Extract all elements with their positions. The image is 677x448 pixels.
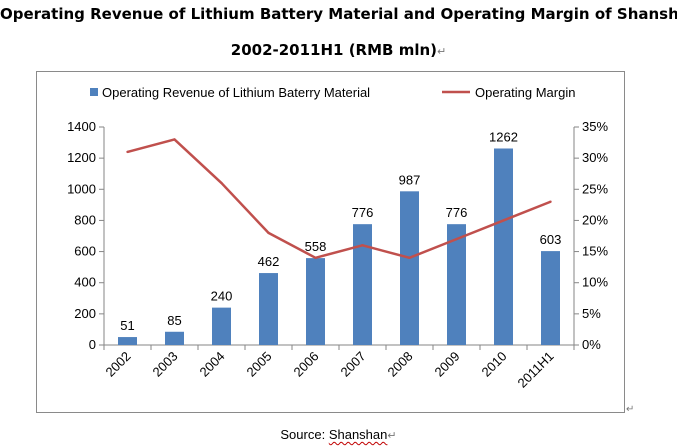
x-tick-label: 2002 (103, 349, 134, 380)
x-tick-label: 2005 (244, 349, 275, 380)
bar-2011H1 (541, 251, 560, 345)
margin-point-2005 (267, 231, 270, 235)
y-right-tick-label: 30% (582, 150, 608, 165)
x-tick-label: 2009 (432, 349, 463, 380)
bar-2002 (118, 337, 137, 345)
y-left-tick-label: 800 (74, 212, 96, 227)
x-tick-label: 2008 (385, 349, 416, 380)
paragraph-mark-icon: ↵ (626, 404, 635, 415)
y-left-tick-label: 200 (74, 306, 96, 321)
y-right-tick-label: 0% (582, 337, 601, 352)
bar-2008 (400, 191, 419, 345)
chart-title-text-2: 2002-2011H1 (RMB mln) (230, 41, 437, 59)
chart-title-text-1: Operating Revenue of Lithium Battery Mat… (0, 5, 677, 23)
chart-title-line-2: 2002-2011H1 (RMB mln)↵ (0, 41, 677, 59)
margin-point-2004 (220, 181, 223, 185)
bar-data-label: 462 (258, 254, 280, 269)
y-left-tick-label: 400 (74, 275, 96, 290)
x-tick-label: 2011H1 (514, 349, 556, 391)
source-name: Shanshan (328, 427, 388, 442)
legend-line-label: Operating Margin (475, 85, 575, 100)
bar-data-label: 776 (446, 205, 468, 220)
bar-2004 (212, 307, 231, 345)
bar-data-label: 1262 (489, 129, 518, 144)
y-right-tick-label: 35% (582, 119, 608, 134)
margin-point-2010 (502, 219, 505, 222)
bar-2009 (447, 224, 466, 345)
y-right-tick-label: 20% (582, 212, 608, 227)
y-right-tick-label: 10% (582, 275, 608, 290)
paragraph-mark-icon: ↵ (437, 45, 447, 58)
bar-2007 (353, 224, 372, 345)
chart-title-line-1: Operating Revenue of Lithium Battery Mat… (0, 5, 677, 23)
chart-svg: 0 200 400 600 800 1000 1200 1400 0% 5% 10% 15% 20% 25… (67, 85, 608, 391)
bar-2010 (494, 148, 513, 345)
bar-data-label: 558 (305, 239, 327, 254)
y-left-tick-label: 1200 (67, 150, 96, 165)
bar-data-label: 987 (399, 172, 421, 187)
bar-2003 (165, 331, 184, 345)
y-right-tick-label: 15% (582, 244, 608, 259)
margin-point-2011H1 (549, 200, 552, 203)
y-left-tick-label: 1400 (67, 119, 96, 134)
legend-bar-swatch (90, 88, 98, 96)
operating-margin-line (127, 138, 551, 260)
legend-bar-label: Operating Revenue of Lithium Baterry Mat… (102, 85, 370, 100)
margin-point-2002 (126, 150, 129, 154)
x-tick-label: 2006 (291, 349, 322, 380)
margin-point-2006 (314, 256, 317, 259)
bar-data-label: 603 (540, 232, 562, 247)
bar-data-label: 85 (167, 313, 181, 328)
x-tick-label: 2004 (197, 349, 228, 380)
y-left-tick-label: 1000 (67, 181, 96, 196)
margin-point-2003 (173, 138, 176, 141)
chart-area: 0 200 400 600 800 1000 1200 1400 0% 5% 10% 15% 20% 25… (36, 71, 625, 413)
source-note: Source: Shanshan↵ (0, 427, 677, 442)
y-left-tick-label: 0 (89, 337, 96, 352)
margin-point-2008 (408, 256, 411, 259)
x-tick-label: 2003 (150, 349, 181, 380)
margin-point-2009 (455, 237, 458, 241)
margin-point-2007 (361, 244, 364, 247)
bar-data-label: 776 (352, 205, 374, 220)
bar-data-label: 51 (120, 318, 134, 333)
bar-data-label: 240 (211, 289, 233, 304)
bar-2006 (306, 258, 325, 345)
paragraph-mark-icon: ↵ (387, 430, 397, 442)
x-tick-label: 2007 (338, 349, 369, 380)
y-right-tick-label: 5% (582, 306, 601, 321)
y-right-tick-label: 25% (582, 181, 608, 196)
source-prefix: Source: (280, 427, 329, 442)
bar-2005 (259, 273, 278, 345)
y-left-tick-label: 600 (74, 244, 96, 259)
x-tick-label: 2010 (479, 349, 510, 380)
